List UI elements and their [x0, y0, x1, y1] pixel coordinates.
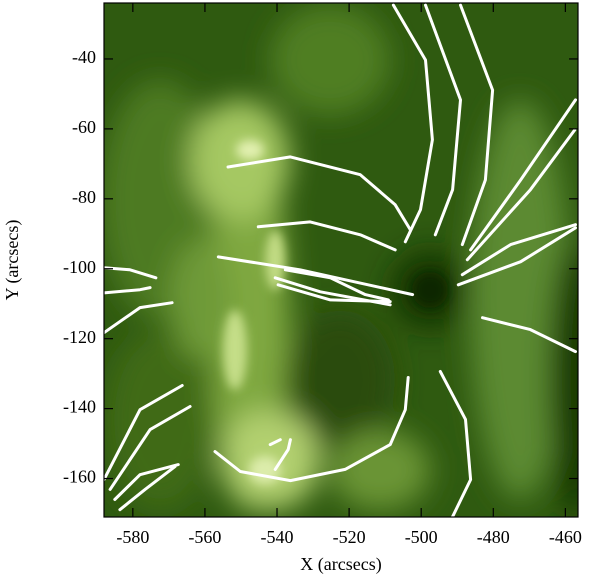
loop-trace: [459, 3, 495, 247]
y-axis-label: Y (arcsecs): [2, 220, 23, 301]
plot-frame: [103, 2, 579, 518]
loop-trace: [256, 220, 397, 252]
x-axis-label: X (arcsecs): [300, 554, 381, 575]
loop-trace: [268, 438, 282, 447]
loop-trace: [481, 316, 577, 354]
y-tick-label: -40: [72, 47, 96, 67]
loop-trace: [424, 3, 462, 237]
loop-trace: [469, 98, 577, 252]
loop-trace: [102, 286, 152, 295]
loop-trace: [118, 465, 177, 512]
x-tick-label: -460: [549, 527, 582, 547]
y-tick-label: -60: [72, 117, 96, 137]
loop-trace: [465, 128, 577, 262]
x-tick-label: -520: [333, 527, 366, 547]
y-tick-label: -120: [63, 327, 96, 347]
loop-trace: [276, 283, 392, 304]
loop-trace: [460, 223, 577, 277]
loop-trace: [391, 3, 434, 244]
y-tick-label: -80: [72, 187, 96, 207]
loop-trace: [113, 463, 180, 501]
x-tick-label: -480: [477, 527, 510, 547]
loops: [102, 3, 577, 519]
loop-trace: [456, 226, 577, 287]
loop-trace: [283, 268, 390, 302]
y-tick-label: -100: [63, 257, 96, 277]
loop-trace: [438, 370, 473, 519]
x-tick-label: -540: [261, 527, 294, 547]
y-tick-label: -140: [63, 397, 96, 417]
x-tick-label: -500: [405, 527, 438, 547]
loop-trace: [226, 155, 412, 232]
loop-trace: [216, 255, 415, 297]
solar-image: [104, 3, 578, 517]
loop-trace: [213, 376, 410, 483]
x-tick-label: -580: [116, 527, 149, 547]
y-tick-label: -160: [63, 467, 96, 487]
x-tick-label: -560: [188, 527, 221, 547]
loop-trace: [102, 384, 184, 482]
loop-trace: [273, 438, 292, 471]
loop-trace: [108, 405, 192, 491]
loop-trace: [102, 301, 174, 335]
